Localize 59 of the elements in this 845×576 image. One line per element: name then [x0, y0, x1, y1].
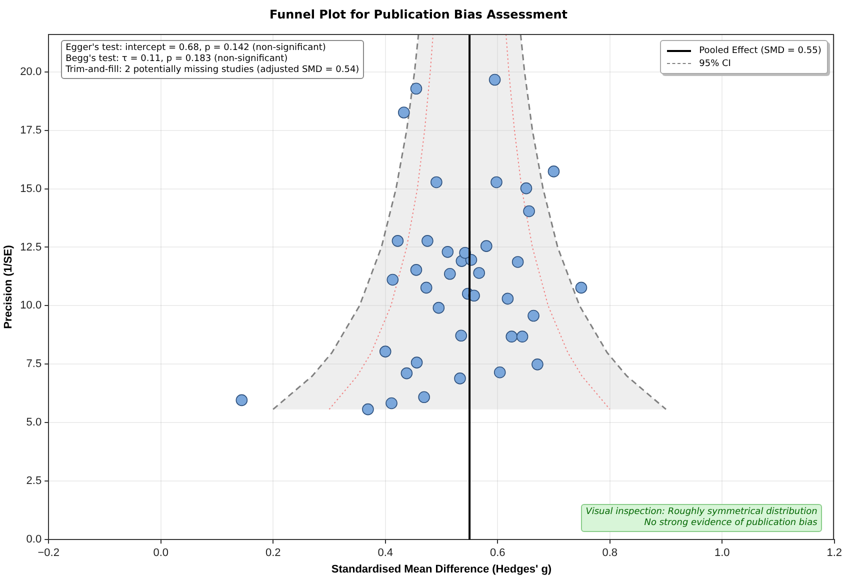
point: [410, 82, 422, 95]
ref-line-label: Pooled Effect (SMD = 0.55): [699, 46, 822, 56]
chart-title: Funnel Plot for Publication Bias Assessment: [269, 7, 568, 22]
annotation: Egger's test: intercept = 0.68, p = 0.142 (non-significant) Begg's test: τ = 0.11, p = 0.183 (non-significant) Trim-and-fill: 2 potentially missing studies (adjusted SMD = 0.54): [60, 40, 364, 80]
x-tick-label: 0.0: [153, 547, 169, 560]
y-tick-label: 5.0: [26, 416, 42, 429]
point: [488, 74, 501, 86]
point: [422, 235, 434, 247]
point: [398, 106, 410, 118]
point: [455, 330, 468, 342]
point: [444, 268, 456, 280]
point: [400, 367, 413, 380]
point: [512, 256, 524, 268]
point: [236, 394, 248, 406]
y-tick-label: 20.0: [20, 66, 42, 78]
point: [420, 282, 432, 294]
y-tick-label: 2.5: [26, 475, 42, 488]
point: [418, 391, 430, 404]
point: [528, 310, 540, 322]
x-tick-label: 0.2: [265, 547, 281, 560]
x-tick-label: 0.8: [602, 547, 618, 560]
y-tick-label: 15.0: [20, 182, 42, 195]
y-tick-label: 17.5: [20, 124, 42, 136]
point: [432, 302, 445, 314]
x-tick-label: 0.4: [378, 547, 394, 560]
point: [575, 282, 588, 294]
point: [442, 246, 454, 258]
point: [386, 397, 398, 410]
legend-label: 95% CI: [699, 58, 731, 69]
y-tick-label: 7.5: [26, 358, 42, 370]
y-tick-label: 12.5: [20, 241, 42, 254]
point: [473, 267, 485, 279]
point: [379, 346, 392, 358]
point: [454, 372, 466, 384]
point: [516, 330, 528, 342]
point: [494, 366, 506, 378]
point: [410, 264, 422, 276]
y-tick-label: 10.0: [20, 300, 42, 312]
point: [386, 274, 399, 286]
point: [532, 358, 544, 370]
point: [506, 330, 518, 342]
point: [490, 176, 502, 188]
x-tick-label: 1.2: [826, 547, 842, 560]
point: [410, 356, 423, 368]
x-tick-label: −0.2: [38, 547, 60, 560]
point: [430, 176, 442, 188]
y-tick-label: 0.0: [26, 534, 42, 546]
point: [548, 166, 560, 178]
point: [502, 292, 514, 305]
x-axis-title: Standardised Mean Difference (Hedges' g): [331, 563, 552, 576]
point: [480, 240, 492, 252]
point: [362, 403, 374, 416]
point: [520, 182, 532, 194]
point: [523, 205, 535, 218]
point: [392, 235, 404, 247]
x-tick-label: 0.6: [490, 547, 506, 560]
x-tick-label: 1.0: [714, 547, 730, 560]
y-axis-title: Precision (1/SE): [2, 244, 15, 329]
annotation: Visual inspection: Roughly symmetrical distribution No strong evidence of publication bias: [580, 504, 822, 532]
